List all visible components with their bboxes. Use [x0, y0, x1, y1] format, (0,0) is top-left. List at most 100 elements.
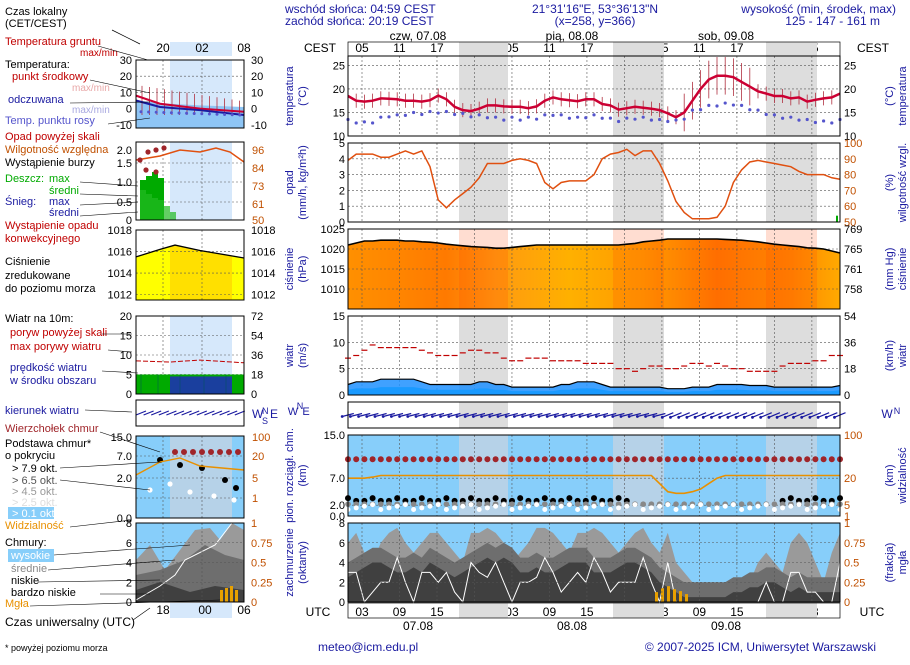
cloud-top-dot: [615, 456, 622, 463]
legend-storm-dot: [153, 147, 159, 153]
wind-dir-arrow: [391, 412, 404, 418]
wind-dir-arrow: [653, 412, 666, 418]
utc-tick-label: 09: [543, 605, 557, 619]
cloud-base-dot-low: [558, 503, 564, 509]
pressure-area: [348, 239, 840, 309]
legend-oct25: > 2.5 okt.: [12, 497, 58, 509]
cloud-base-dot-low: [501, 502, 507, 508]
cloud-base-dot-low: [599, 502, 605, 508]
cloud-top-dot: [550, 456, 556, 463]
cloud-base-dot-mid: [353, 501, 360, 507]
cloud-base-dot-mid: [378, 501, 384, 507]
cloud-base-dot-low: [739, 507, 745, 513]
cloud-top-dot: [755, 456, 761, 463]
cloud-base-dot-low: [517, 505, 523, 511]
cloud-base-dot-low: [632, 502, 638, 508]
legend-felt-maxmin: max/min: [72, 105, 110, 116]
cloud-top-dot: [484, 456, 491, 463]
precip-legend-right-tick: 96: [252, 145, 264, 157]
legend-dew-dot: [139, 110, 143, 114]
wind-left-unit: (m/s): [297, 343, 309, 368]
wind-night: [766, 316, 817, 395]
cloud-base-dot-low: [796, 502, 802, 508]
wind-frame: [347, 315, 841, 396]
cloud-base-dot: [541, 495, 548, 502]
legend-humidity-label: Wilgotność względna: [5, 144, 109, 156]
cest-tick-label: 11: [693, 41, 706, 55]
dewpoint-point: [535, 117, 539, 121]
cloud-top-dot: [369, 456, 376, 463]
legend-cloud-top: Wierzchołek chmur: [5, 423, 99, 435]
legend-high-bg: [8, 549, 54, 562]
legend-rain-max: max: [49, 173, 70, 185]
precip-right-tick: 100: [844, 138, 862, 150]
cloud-base-dot-mid: [804, 501, 810, 507]
dewpoint-point: [674, 118, 678, 122]
legend-wind-pointer: [107, 349, 133, 353]
dewpoint-point: [830, 121, 834, 125]
dewpoint-point: [633, 117, 637, 121]
legend-gust-max: max porywy wiatru: [10, 341, 101, 353]
legend-cloud-pointer: [59, 479, 151, 491]
wind-dir-head: [430, 415, 434, 418]
legend-rain-bar-mid: [152, 198, 158, 220]
precip-night: [766, 143, 817, 222]
legend-dir-arrow: [204, 410, 215, 416]
legend-pointer: [69, 101, 151, 104]
cloudbase-right-tick: 100: [844, 430, 862, 442]
dewpoint-point: [576, 115, 580, 119]
wind-left-tick: 5: [339, 364, 345, 376]
utc-tick-label: 03: [505, 605, 519, 619]
wind-dir-head: [693, 415, 697, 419]
wind-legend-left-tick: 20: [120, 311, 132, 323]
cloud-base-dot-low: [755, 503, 761, 509]
pressure-left-unit: (hPa): [297, 256, 309, 283]
temp-right-tick: 10: [844, 131, 856, 143]
legend-snow-title: Śnieg:: [5, 195, 36, 208]
utc-tick-label: 15: [430, 605, 444, 619]
legend-utc-label: Czas uniwersalny (UTC): [5, 615, 135, 629]
legend-precip-pointer: [79, 201, 139, 206]
pressure-left-tick: 1025: [321, 224, 345, 236]
cloud-base-dot-low: [378, 507, 384, 513]
legend-clouds-title: Chmury:: [5, 537, 47, 549]
wind-dir-arrow: [629, 412, 641, 418]
wind-dir-arrow: [776, 412, 789, 418]
prec-legend-night: [170, 142, 232, 220]
wind-dir-arrow: [383, 412, 395, 418]
wind-dir-head: [512, 415, 516, 418]
cover-frame: [347, 522, 841, 603]
precip-legend-right-tick: 84: [252, 163, 264, 175]
wind-dir-head: [644, 415, 647, 418]
legend-dew-dot: [215, 112, 219, 116]
pressure-right-tick: 765: [844, 244, 862, 256]
precip-left-tick: 5: [339, 138, 345, 150]
prec-legend-frame: [135, 141, 245, 221]
cloud-top-dot: [640, 456, 647, 463]
cloud-top-dot: [394, 456, 401, 463]
wind-dir-head: [816, 415, 820, 419]
dewpoint-point: [387, 115, 391, 119]
wind-dir-head: [767, 415, 771, 419]
cloud-top-dot: [410, 456, 417, 463]
wind-dir-head: [701, 415, 705, 419]
legend-dir-arrow: [196, 410, 208, 416]
precip-frame: [347, 142, 841, 223]
cloud-top-dot: [541, 456, 548, 463]
legend-dir-arrow: [234, 410, 246, 416]
legend-compass-n: N: [262, 406, 269, 416]
pres-frame: [347, 228, 841, 310]
clouds-legend-left-tick: 8: [126, 518, 132, 530]
legend-dew-dot: [154, 110, 158, 114]
dewpoint-point: [395, 113, 399, 117]
wind-dir-head: [718, 415, 722, 419]
cloud-top-dot: [353, 456, 360, 463]
cloud-base-dot-mid: [747, 501, 753, 507]
dewpoint-point: [756, 108, 760, 112]
cloud-top-dot: [500, 456, 507, 463]
dewpoint-point: [444, 109, 448, 114]
dewpoint-point: [740, 103, 744, 108]
precip-left-unit: (mm/h, kg/m²h): [297, 145, 309, 220]
wind-dir-head: [611, 415, 615, 418]
wind-dir-arrow: [432, 412, 445, 418]
